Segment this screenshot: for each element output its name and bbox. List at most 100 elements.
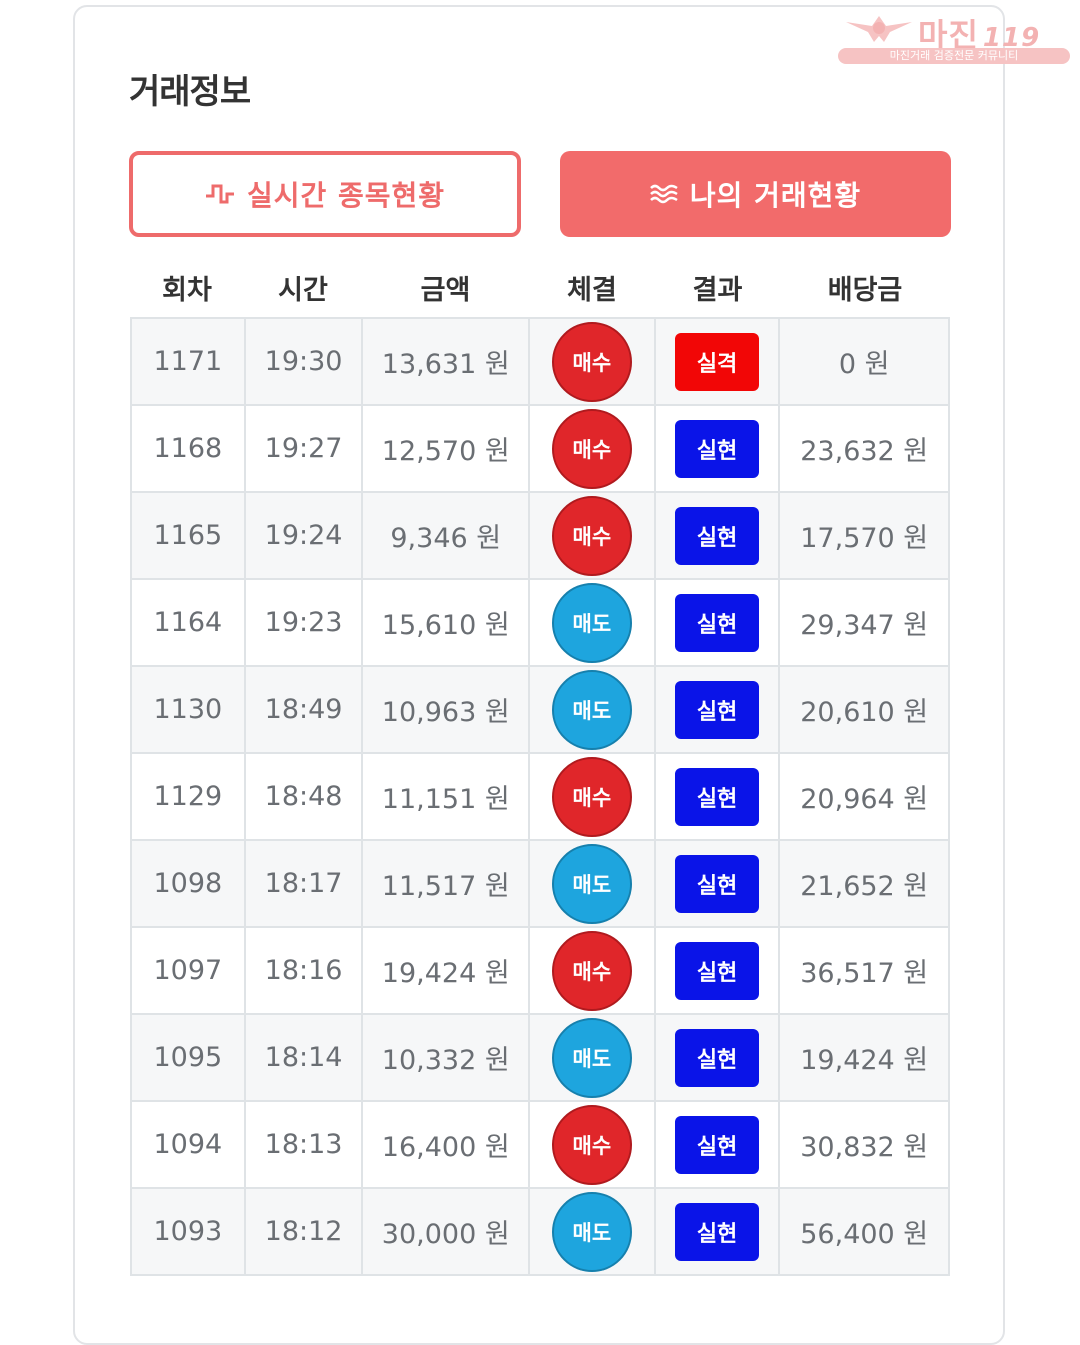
waves-icon [649, 184, 678, 204]
table-row: 1168 19:27 12,570 원 매수 실현 23,632 원 [132, 406, 950, 493]
buy-badge: 매수 [551, 756, 632, 837]
trade-table: 1171 19:30 13,631 원 매수 실격 0 원 1168 19:27 12,570 … [130, 317, 950, 1276]
round-cell: 1168 [132, 406, 246, 493]
buy-badge: 매수 [551, 495, 632, 576]
watermark-tagline: 마진거래 검증전문 커뮤니티 [838, 48, 1070, 64]
time-cell: 19:24 [245, 493, 364, 580]
time-cell: 19:27 [245, 406, 364, 493]
amount-cell: 30,000 원 [363, 1189, 531, 1276]
payout-cell: 36,517 원 [780, 928, 950, 1015]
round-cell: 1130 [132, 667, 246, 754]
time-cell: 18:48 [245, 754, 364, 841]
trade-cell: 매수 [530, 754, 656, 841]
realized-badge: 실현 [675, 854, 760, 913]
time-cell: 18:49 [245, 667, 364, 754]
realized-badge: 실현 [675, 1115, 760, 1174]
table-row: 1094 18:13 16,400 원 매수 실현 30,832 원 [132, 1102, 950, 1189]
payout-cell: 29,347 원 [780, 580, 950, 667]
page-title: 거래정보 [129, 72, 251, 112]
buy-badge: 매수 [551, 930, 632, 1011]
table-header: 회차 시간 금액 체결 결과 배당금 [130, 266, 950, 316]
table-row: 1098 18:17 11,517 원 매도 실현 21,652 원 [132, 841, 950, 928]
live-status-label: 실시간 종목현황 [246, 179, 446, 212]
payout-cell: 19,424 원 [780, 1015, 950, 1102]
time-cell: 19:23 [245, 580, 364, 667]
round-cell: 1098 [132, 841, 246, 928]
payout-cell: 0 원 [780, 319, 950, 406]
realized-badge: 실현 [675, 419, 760, 478]
round-cell: 1129 [132, 754, 246, 841]
trade-cell: 매도 [530, 667, 656, 754]
trade-cell: 매수 [530, 928, 656, 1015]
round-cell: 1094 [132, 1102, 246, 1189]
disqualified-badge: 실격 [675, 332, 760, 391]
table-row: 1164 19:23 15,610 원 매도 실현 29,347 원 [132, 580, 950, 667]
round-cell: 1097 [132, 928, 246, 1015]
buy-badge: 매수 [551, 1104, 632, 1185]
result-cell: 실현 [655, 580, 781, 667]
time-cell: 18:17 [245, 841, 364, 928]
payout-cell: 21,652 원 [780, 841, 950, 928]
amount-cell: 12,570 원 [363, 406, 531, 493]
result-cell: 실현 [655, 1015, 781, 1102]
result-cell: 실현 [655, 1189, 781, 1276]
my-trades-label: 나의 거래현황 [689, 179, 862, 212]
amount-cell: 15,610 원 [363, 580, 531, 667]
trade-cell: 매수 [530, 406, 656, 493]
amount-cell: 19,424 원 [363, 928, 531, 1015]
pulse-icon [205, 184, 234, 204]
round-cell: 1095 [132, 1015, 246, 1102]
time-cell: 18:13 [245, 1102, 364, 1189]
sell-badge: 매도 [551, 1017, 632, 1098]
header-result: 결과 [692, 275, 743, 306]
table-row: 1165 19:24 9,346 원 매수 실현 17,570 원 [132, 493, 950, 580]
result-cell: 실현 [655, 667, 781, 754]
realized-badge: 실현 [675, 941, 760, 1000]
trade-cell: 매수 [530, 1102, 656, 1189]
realized-badge: 실현 [675, 1028, 760, 1087]
trade-cell: 매도 [530, 841, 656, 928]
sell-badge: 매도 [551, 669, 632, 750]
amount-cell: 10,963 원 [363, 667, 531, 754]
table-row: 1129 18:48 11,151 원 매수 실현 20,964 원 [132, 754, 950, 841]
amount-cell: 11,517 원 [363, 841, 531, 928]
payout-cell: 20,964 원 [780, 754, 950, 841]
trade-cell: 매수 [530, 493, 656, 580]
trade-cell: 매도 [530, 1015, 656, 1102]
buy-badge: 매수 [551, 408, 632, 489]
time-cell: 18:12 [245, 1189, 364, 1276]
round-cell: 1165 [132, 493, 246, 580]
amount-cell: 10,332 원 [363, 1015, 531, 1102]
trade-cell: 매도 [530, 580, 656, 667]
amount-cell: 11,151 원 [363, 754, 531, 841]
my-trades-button[interactable]: 나의 거래현황 [560, 151, 951, 237]
round-cell: 1093 [132, 1189, 246, 1276]
trade-cell: 매도 [530, 1189, 656, 1276]
payout-cell: 56,400 원 [780, 1189, 950, 1276]
table-row: 1093 18:12 30,000 원 매도 실현 56,400 원 [132, 1189, 950, 1276]
time-cell: 19:30 [245, 319, 364, 406]
result-cell: 실현 [655, 406, 781, 493]
sell-badge: 매도 [551, 1191, 632, 1272]
header-amount: 금액 [420, 275, 471, 306]
table-row: 1171 19:30 13,631 원 매수 실격 0 원 [132, 319, 950, 406]
result-cell: 실현 [655, 754, 781, 841]
buy-badge: 매수 [551, 321, 632, 402]
amount-cell: 9,346 원 [363, 493, 531, 580]
realized-badge: 실현 [675, 680, 760, 739]
realized-badge: 실현 [675, 767, 760, 826]
round-cell: 1171 [132, 319, 246, 406]
live-status-button[interactable]: 실시간 종목현황 [129, 151, 521, 237]
table-row: 1130 18:49 10,963 원 매도 실현 20,610 원 [132, 667, 950, 754]
realized-badge: 실현 [675, 506, 760, 565]
table-row: 1097 18:16 19,424 원 매수 실현 36,517 원 [132, 928, 950, 1015]
table-row: 1095 18:14 10,332 원 매도 실현 19,424 원 [132, 1015, 950, 1102]
payout-cell: 23,632 원 [780, 406, 950, 493]
amount-cell: 13,631 원 [363, 319, 531, 406]
amount-cell: 16,400 원 [363, 1102, 531, 1189]
payout-cell: 17,570 원 [780, 493, 950, 580]
header-round: 회차 [162, 275, 212, 306]
realized-badge: 실현 [675, 593, 760, 652]
sell-badge: 매도 [551, 843, 632, 924]
sell-badge: 매도 [551, 582, 632, 663]
